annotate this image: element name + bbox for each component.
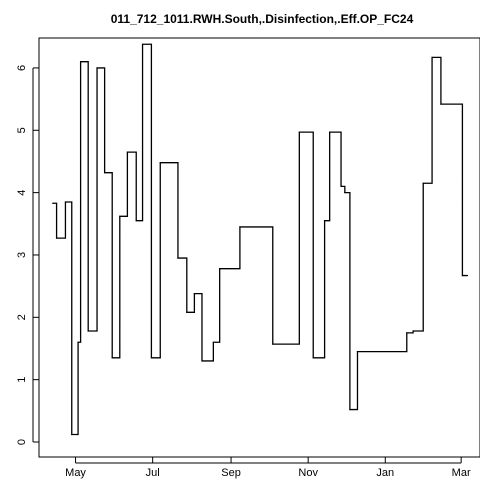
data-point: [272, 343, 274, 345]
y-axis: 0 1 2 3 4 5 6: [16, 65, 39, 445]
data-point: [80, 61, 82, 63]
data-point: [111, 357, 113, 359]
x-tick-label: May: [65, 467, 86, 479]
x-tick-label: Mar: [452, 467, 471, 479]
data-point: [64, 201, 67, 203]
x-axis: May Jul Sep Nov Jan Mar: [65, 457, 471, 479]
data-point: [349, 408, 351, 411]
data-point: [344, 192, 346, 194]
data-point: [329, 131, 331, 133]
data-point: [431, 56, 433, 58]
data-point: [96, 67, 98, 69]
data-point: [52, 202, 54, 204]
series-line: [52, 43, 468, 436]
data-point: [126, 151, 128, 153]
data-point: [150, 357, 153, 359]
data-point: [71, 433, 73, 436]
data-point: [440, 103, 442, 105]
y-tick-label: 3: [16, 252, 28, 258]
y-tick-label: 4: [16, 190, 28, 196]
y-tick-label: 0: [16, 439, 28, 445]
x-tick-label: Sep: [221, 467, 241, 479]
data-point: [219, 268, 221, 270]
plot-frame: [38, 37, 480, 458]
data-point: [239, 226, 241, 228]
data-point: [159, 162, 161, 164]
data-point: [201, 360, 203, 362]
chart-title: 011_712_1011.RWH.South,.Disinfection,.Ef…: [111, 12, 414, 26]
data-point: [212, 341, 214, 343]
data-point: [422, 182, 424, 184]
x-tick-label: Nov: [298, 467, 318, 479]
data-point: [312, 357, 314, 359]
data-point: [135, 220, 137, 222]
data-point: [177, 257, 179, 259]
x-tick-label: Jul: [146, 467, 160, 479]
data-point: [87, 330, 89, 332]
data-point: [324, 220, 326, 222]
data-point: [193, 293, 195, 295]
data-point: [406, 332, 408, 334]
data-point: [186, 311, 188, 313]
y-tick-label: 6: [16, 65, 28, 71]
x-tick-label: Jan: [376, 467, 394, 479]
data-point: [141, 43, 144, 45]
data-point: [104, 172, 106, 174]
series-layer: [52, 43, 469, 436]
data-point: [466, 274, 469, 277]
data-point: [55, 237, 58, 239]
y-tick-label: 2: [16, 314, 28, 320]
data-point: [77, 341, 79, 343]
data-point: [356, 351, 359, 353]
data-point: [298, 131, 300, 133]
y-tick-label: 5: [16, 127, 28, 133]
data-point: [461, 274, 464, 277]
data-point: [412, 330, 414, 332]
data-point: [340, 185, 342, 187]
y-tick-label: 1: [16, 377, 28, 383]
data-point: [119, 215, 121, 217]
